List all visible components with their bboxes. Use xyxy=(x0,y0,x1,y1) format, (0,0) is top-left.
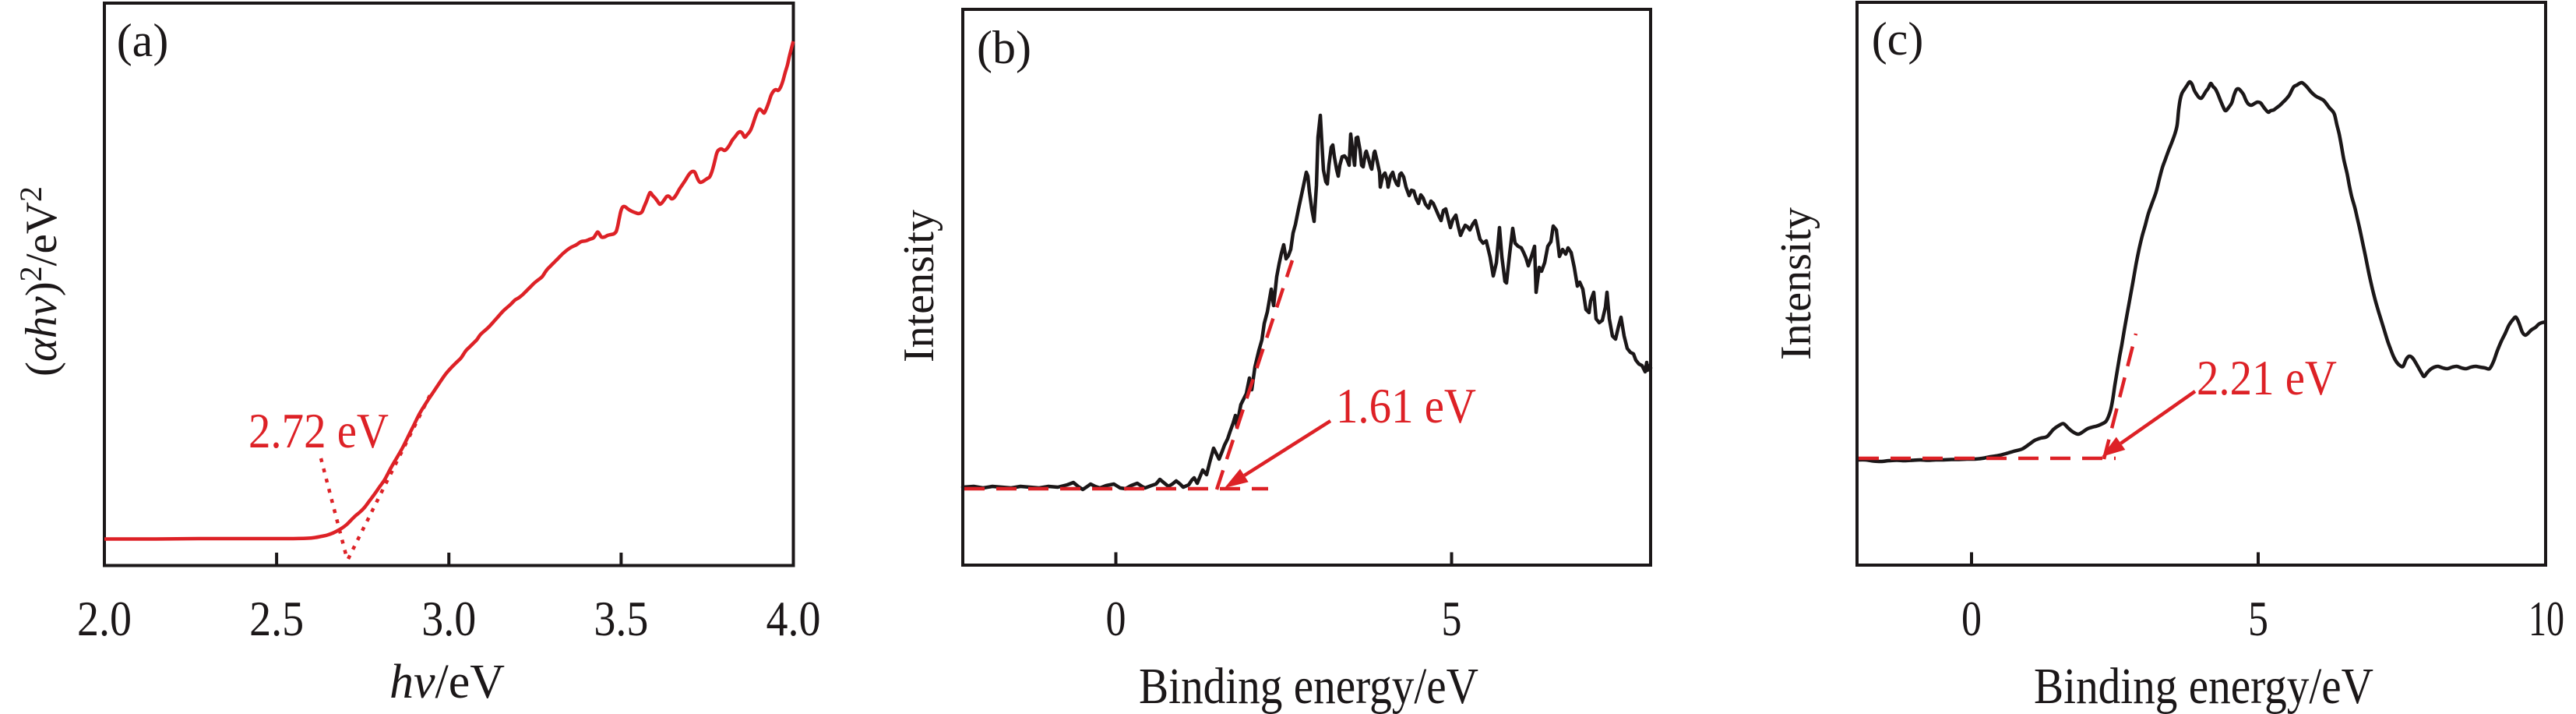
svg-text:3.5: 3.5 xyxy=(594,592,648,646)
svg-text:(c): (c) xyxy=(1872,13,1924,65)
svg-text:10: 10 xyxy=(2528,592,2564,646)
svg-text:(αhv)2/eV2: (αhv)2/eV2 xyxy=(13,186,66,376)
svg-text:0: 0 xyxy=(1961,592,1982,646)
svg-text:2.0: 2.0 xyxy=(77,592,132,646)
svg-text:(b): (b) xyxy=(977,22,1031,73)
svg-text:1.61 eV: 1.61 eV xyxy=(1336,379,1476,433)
svg-text:hv/eV: hv/eV xyxy=(389,656,505,709)
svg-text:5: 5 xyxy=(1442,592,1462,646)
svg-text:2.5: 2.5 xyxy=(249,592,304,646)
svg-text:5: 5 xyxy=(2248,592,2268,646)
svg-text:3.0: 3.0 xyxy=(421,592,476,646)
svg-text:0: 0 xyxy=(1106,592,1126,646)
svg-text:Intensity: Intensity xyxy=(895,210,943,362)
svg-text:4.0: 4.0 xyxy=(766,592,821,646)
svg-text:2.21 eV: 2.21 eV xyxy=(2197,351,2337,405)
svg-text:Binding energy/eV: Binding energy/eV xyxy=(2034,658,2373,714)
svg-text:(a): (a) xyxy=(117,15,169,66)
svg-text:Binding energy/eV: Binding energy/eV xyxy=(1139,658,1478,714)
svg-text:Intensity: Intensity xyxy=(1772,207,1820,360)
svg-text:2.72 eV: 2.72 eV xyxy=(248,404,389,458)
